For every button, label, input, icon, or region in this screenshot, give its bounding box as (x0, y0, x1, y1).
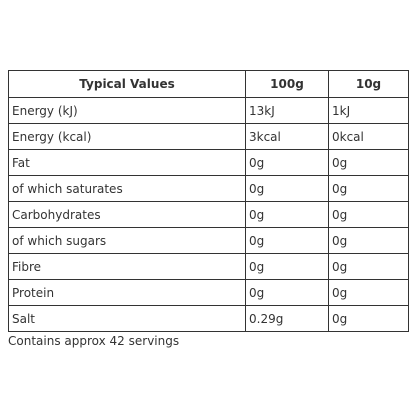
table-row: of which sugars 0g 0g (8, 227, 409, 254)
table-cell: 0g (328, 175, 409, 202)
header-row: Typical Values 100g 10g (8, 70, 409, 98)
table-row: Carbohydrates 0g 0g (8, 201, 409, 228)
nutrition-table: Typical Values 100g 10g Energy (kJ) 13kJ 1kJ… (8, 70, 409, 332)
table-cell: 0g (328, 227, 409, 254)
table-cell: 0g (328, 305, 409, 332)
table-row: Fat 0g 0g (8, 149, 409, 176)
table-cell: 1kJ (328, 97, 409, 124)
table-cell: of which saturates (8, 175, 246, 202)
table-cell: Energy (kJ) (8, 97, 246, 124)
table-cell: 13kJ (245, 97, 329, 124)
table-cell: 0kcal (328, 123, 409, 150)
table-cell: 0.29g (245, 305, 329, 332)
table-row: Salt 0.29g 0g (8, 305, 409, 332)
table-cell: 0g (245, 227, 329, 254)
table-row: of which saturates 0g 0g (8, 175, 409, 202)
table-cell: 0g (245, 279, 329, 306)
table-cell: 0g (245, 253, 329, 280)
table-cell: 0g (245, 149, 329, 176)
table-cell: of which sugars (8, 227, 246, 254)
table-cell: 0g (328, 201, 409, 228)
table-cell: Carbohydrates (8, 201, 246, 228)
table-cell: 0g (328, 253, 409, 280)
table-cell: 0g (328, 279, 409, 306)
servings-note: Contains approx 42 servings (8, 334, 180, 348)
header-cell: 10g (328, 70, 409, 98)
table-cell: Energy (kcal) (8, 123, 246, 150)
table-row: Energy (kcal) 3kcal 0kcal (8, 123, 409, 150)
table-cell: 0g (245, 175, 329, 202)
table-cell: Fat (8, 149, 246, 176)
header-cell: Typical Values (8, 70, 246, 98)
table-row: Energy (kJ) 13kJ 1kJ (8, 97, 409, 124)
table-row: Fibre 0g 0g (8, 253, 409, 280)
table-cell: 0g (245, 201, 329, 228)
table-cell: Fibre (8, 253, 246, 280)
table-cell: 0g (328, 149, 409, 176)
table-cell: Protein (8, 279, 246, 306)
table-row: Protein 0g 0g (8, 279, 409, 306)
table-cell: Salt (8, 305, 246, 332)
table-cell: 3kcal (245, 123, 329, 150)
header-cell: 100g (245, 70, 329, 98)
